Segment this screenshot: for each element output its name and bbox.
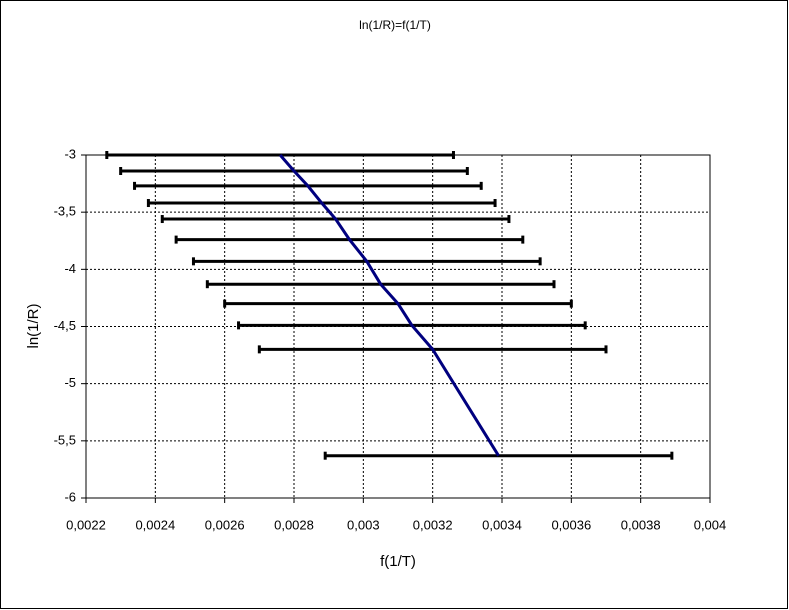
x-tick-label: 0,0028 [274, 517, 314, 532]
y-axis-label: ln(1/R) [25, 303, 42, 348]
y-tick-label: -5 [64, 375, 76, 390]
x-tick-label: 0,0022 [66, 517, 106, 532]
data-line [278, 154, 500, 457]
x-tick-label: 0,004 [694, 517, 727, 532]
x-tick-label: 0,003 [347, 517, 380, 532]
x-tick-label: 0,0024 [135, 517, 175, 532]
y-tick-label: -3,5 [54, 204, 76, 219]
x-axis-label: f(1/T) [380, 553, 416, 570]
x-tick-label: 0,0036 [551, 517, 591, 532]
y-tick-label: -6 [64, 489, 76, 504]
y-tick-label: -5,5 [54, 432, 76, 447]
chart-title: ln(1/R)=f(1/T) [359, 18, 431, 32]
x-tick-label: 0,0032 [413, 517, 453, 532]
y-tick-label: -3 [64, 146, 76, 161]
y-tick-label: -4,5 [54, 318, 76, 333]
y-tick-label: -4 [64, 261, 76, 276]
x-tick-label: 0,0026 [205, 517, 245, 532]
x-tick-label: 0,0038 [621, 517, 661, 532]
x-tick-label: 0,0034 [482, 517, 522, 532]
